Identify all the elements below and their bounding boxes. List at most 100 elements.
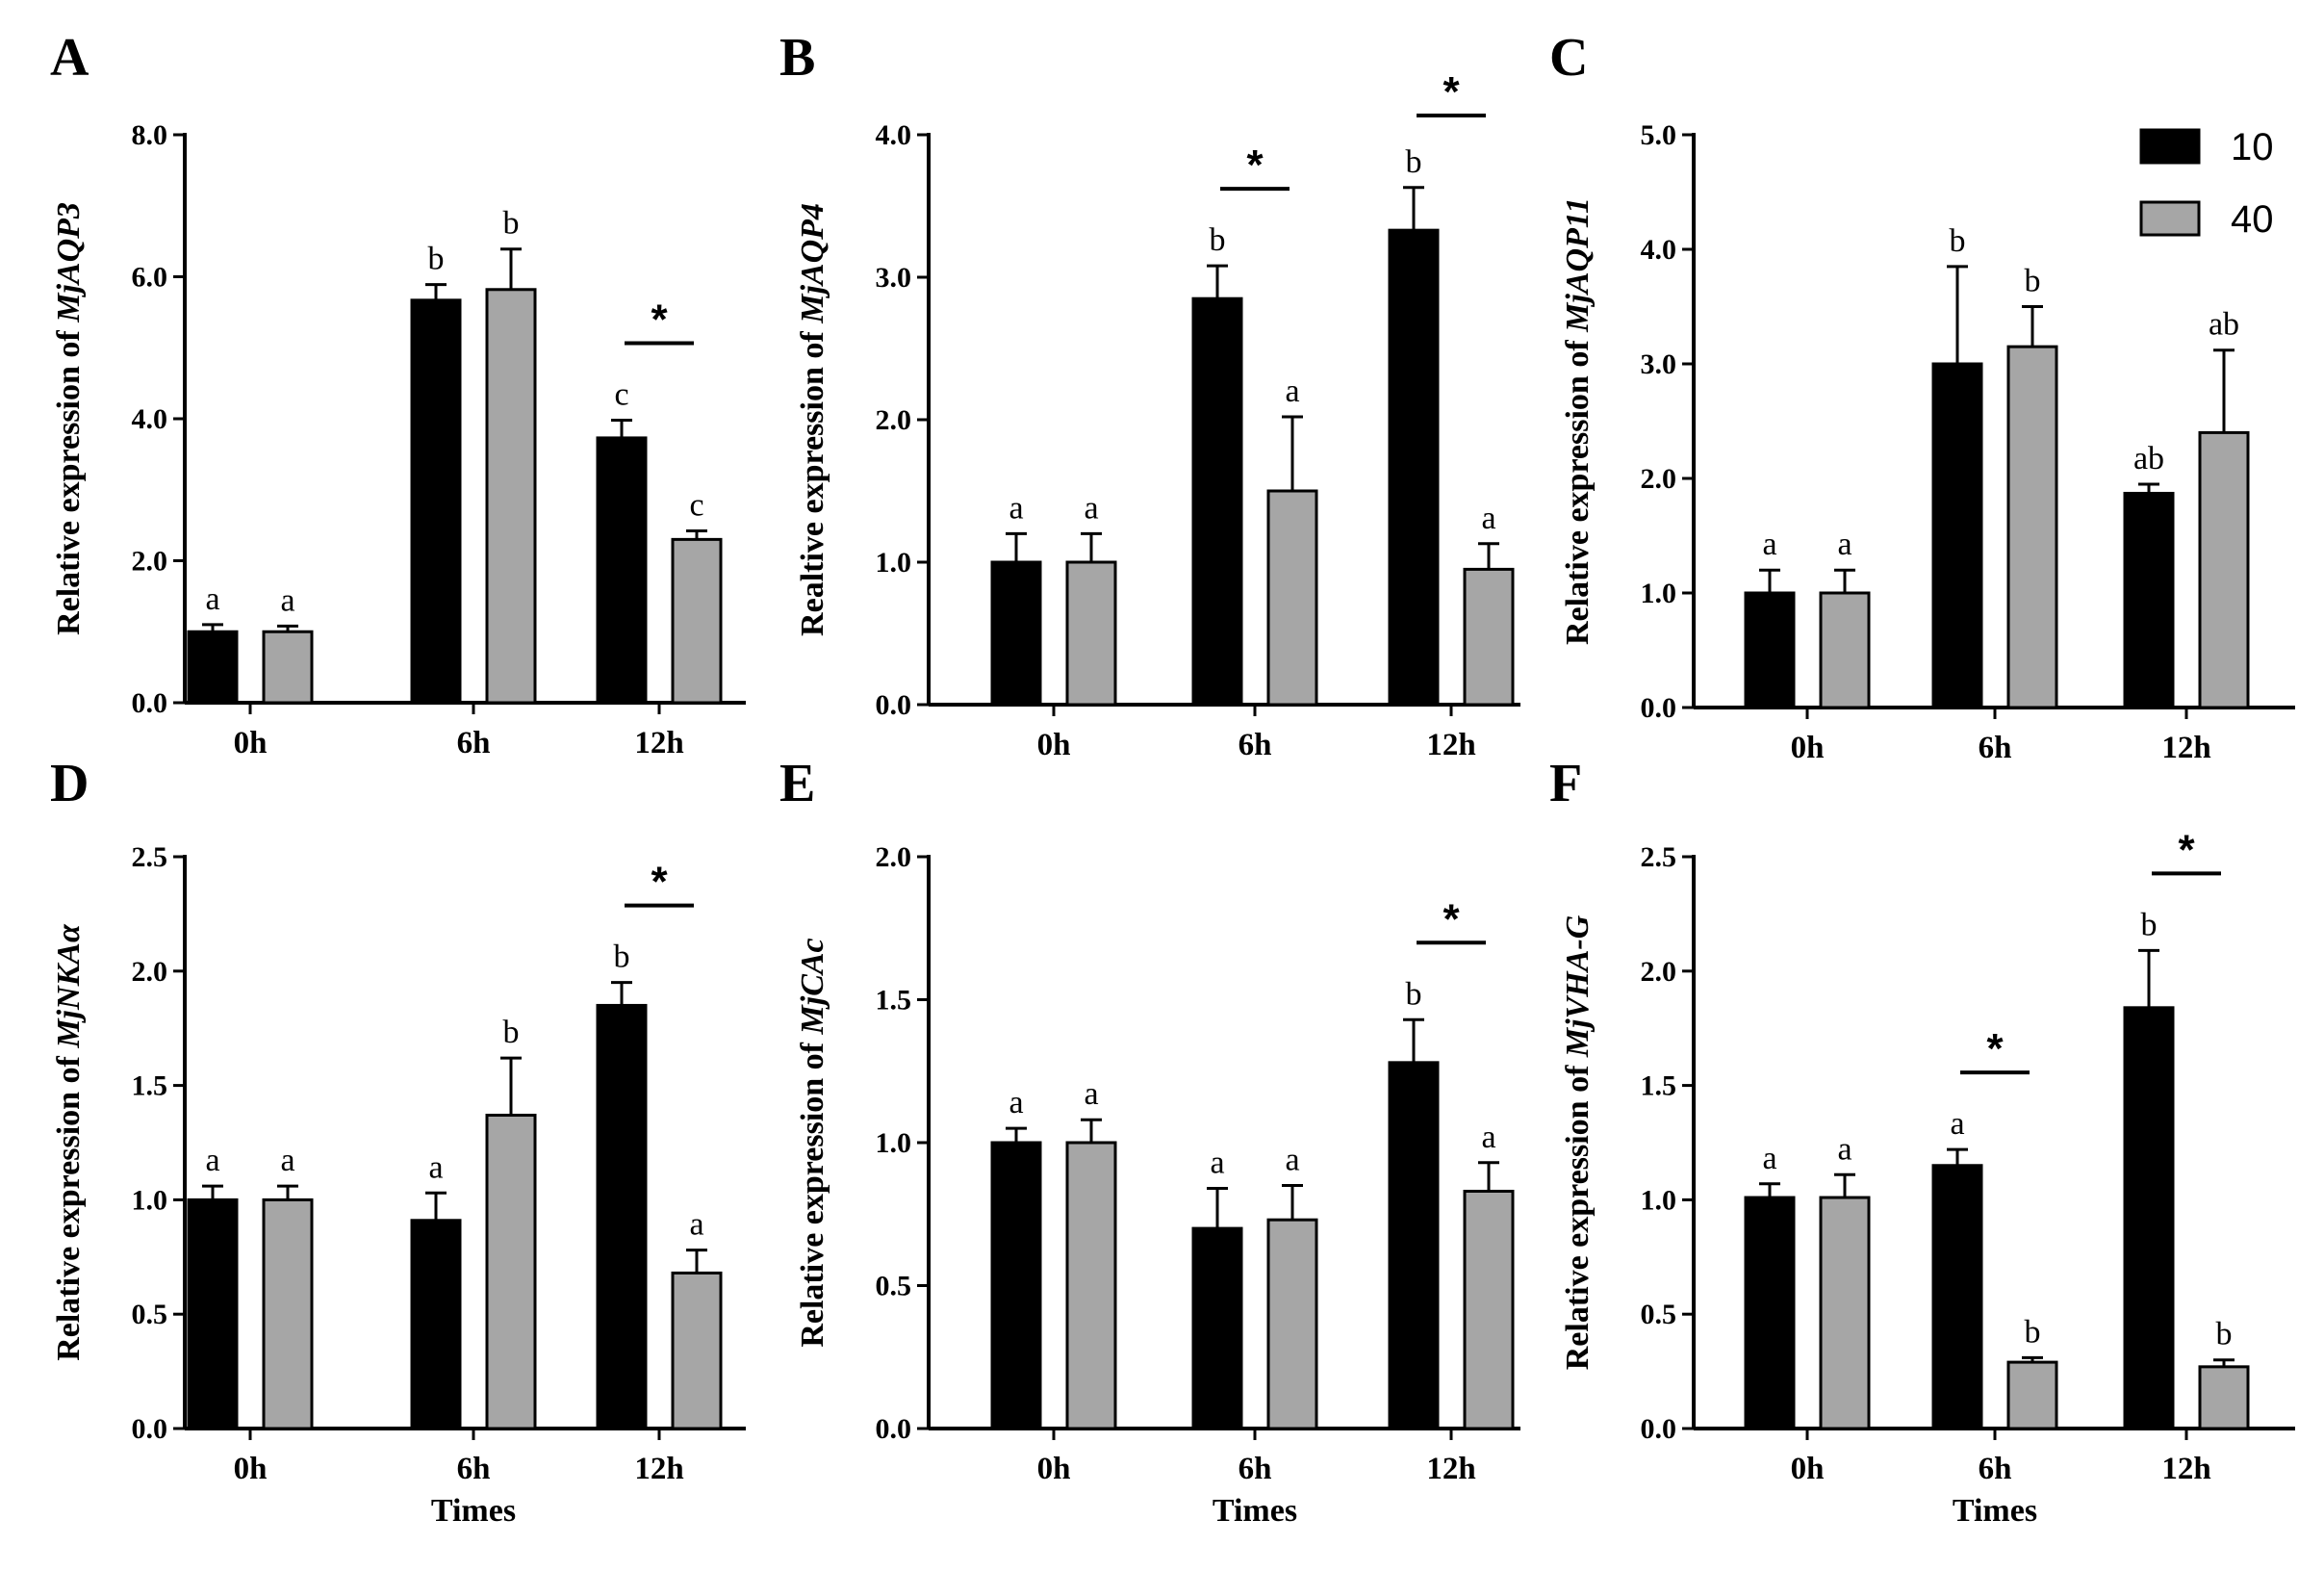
significance-star: *	[651, 859, 668, 906]
significance-letter: a	[1009, 1085, 1023, 1120]
x-axis-label: Times	[1953, 1493, 2037, 1529]
panel-F: F 0.0 0.5 1.0 1.5 2.0 2.5 Relative expression o…	[1549, 754, 2295, 1529]
y-tick-label: 4.0	[132, 403, 168, 435]
x-tick-label: 6h	[1979, 731, 2012, 765]
significance-letter: c	[689, 488, 703, 524]
bar-10-6h	[1191, 296, 1243, 707]
significance-star: *	[1443, 68, 1460, 116]
significance-letter: a	[1009, 490, 1023, 526]
y-tick-label: 3.0	[876, 262, 912, 294]
significance-letter: b	[2025, 1314, 2041, 1350]
y-tick-label: 1.0	[1641, 578, 1677, 609]
significance-letter: a	[1210, 1146, 1224, 1181]
y-axis-label-gene: MjVHA-G	[1560, 914, 1596, 1058]
bar-10-12h	[596, 436, 648, 705]
significance-letter: a	[1481, 1120, 1495, 1155]
y-tick-label: 2.0	[876, 841, 912, 873]
bar-40-6h	[485, 288, 537, 705]
significance-letter: b	[614, 940, 630, 975]
significance-letter: a	[1481, 501, 1495, 536]
x-tick-label: 0h	[234, 1452, 268, 1486]
significance-letter: b	[1406, 144, 1422, 180]
panel-B: B 0.0 1.0 2.0 3.0 4.0 Realtive expression of M…	[779, 28, 1520, 762]
legend-swatch-10	[2139, 128, 2201, 165]
y-axis-label-gene: MjCAc	[795, 938, 830, 1035]
significance-letter: b	[503, 1015, 520, 1050]
y-axis-label-gene: MjAQP11	[1560, 197, 1596, 333]
bar-40-12h	[2198, 430, 2250, 709]
y-tick-label: 6.0	[132, 262, 168, 294]
panel-letter: C	[1549, 28, 1588, 88]
significance-letter: a	[1084, 490, 1098, 526]
significance-letter: a	[205, 581, 219, 617]
bar-40-12h	[671, 1271, 723, 1430]
bar-40-0h	[1819, 591, 1871, 709]
x-tick-label: 12h	[1426, 728, 1475, 762]
bar-40-6h	[485, 1113, 537, 1430]
y-axis-label-prefix: Relative expression of	[795, 1034, 830, 1347]
significance-letter: a	[1762, 1141, 1776, 1176]
x-axis-label: Times	[431, 1493, 516, 1529]
significance-star: *	[1246, 142, 1264, 189]
y-tick-label: 2.0	[1641, 463, 1677, 495]
y-axis-label-prefix: Realtive expression of	[795, 323, 830, 636]
bar-10-12h	[2123, 1006, 2175, 1430]
x-tick-label: 6h	[1239, 728, 1272, 762]
significance-letter: b	[2141, 907, 2158, 942]
bar-10-0h	[1744, 1196, 1796, 1430]
x-tick-label: 0h	[1791, 731, 1825, 765]
legend-label: 40	[2231, 198, 2274, 241]
bar-40-6h	[1266, 1218, 1318, 1430]
y-tick-label: 1.0	[876, 547, 912, 579]
y-axis-label: Relative expression of MjCAc	[795, 938, 830, 1347]
panel-E: E 0.0 0.5 1.0 1.5 2.0 Relative expression of M…	[779, 754, 1520, 1529]
x-tick-label: 0h	[1037, 1452, 1071, 1486]
panel-letter: B	[779, 28, 815, 88]
bar-40-0h	[1819, 1196, 1871, 1430]
bar-10-12h	[596, 1003, 648, 1430]
significance-letter: a	[1950, 1106, 1964, 1142]
significance-letter: a	[1285, 1143, 1299, 1178]
bar-40-0h	[1065, 1141, 1117, 1430]
panel-letter: F	[1549, 754, 1582, 813]
significance-letter: ab	[2209, 307, 2239, 343]
panel-C: C 0.0 1.0 2.0 3.0 4.0 5.0 Relative expression o…	[1549, 28, 2295, 765]
bar-10-0h	[187, 1198, 239, 1430]
y-tick-label: 0.0	[876, 1413, 912, 1445]
legend-swatch-40	[2139, 200, 2201, 237]
y-tick-label: 1.5	[132, 1070, 168, 1102]
y-tick-label: 0.5	[876, 1271, 912, 1302]
significance-letter: a	[1762, 527, 1776, 562]
significance-letter: a	[1084, 1076, 1098, 1112]
bar-40-6h	[1266, 489, 1318, 707]
significance-letter: b	[1950, 223, 1966, 259]
x-tick-label: 12h	[2161, 1452, 2210, 1486]
bar-10-6h	[410, 298, 462, 705]
panel-A: A 0.0 2.0 4.0 6.0 8.0 Relative expression of M…	[50, 28, 746, 760]
bar-10-0h	[187, 630, 239, 705]
bar-40-0h	[262, 630, 314, 705]
bar-10-6h	[410, 1219, 462, 1430]
legend-label: 10	[2231, 126, 2274, 168]
significance-letter: a	[428, 1149, 443, 1185]
y-axis-label: Relative expression of MjAQP3	[51, 202, 87, 635]
y-tick-label: 8.0	[132, 119, 168, 151]
bar-10-0h	[1744, 591, 1796, 709]
x-tick-label: 12h	[634, 726, 683, 760]
bar-40-12h	[671, 537, 723, 705]
y-axis-label-gene: MjAQP4	[795, 203, 830, 324]
y-tick-label: 4.0	[876, 119, 912, 151]
significance-letter: a	[205, 1143, 219, 1178]
y-tick-label: 2.0	[876, 404, 912, 436]
significance-letter: b	[1406, 976, 1422, 1012]
y-tick-label: 0.0	[132, 1413, 168, 1445]
y-axis-label-prefix: Relative expression of	[1560, 1057, 1596, 1370]
significance-letter: c	[614, 376, 628, 412]
y-tick-label: 0.0	[1641, 692, 1677, 724]
x-tick-label: 12h	[634, 1452, 683, 1486]
bar-10-12h	[1388, 1061, 1440, 1430]
panel-letter: A	[50, 28, 89, 88]
x-tick-label: 6h	[1239, 1452, 1272, 1486]
significance-letter: b	[503, 206, 520, 242]
